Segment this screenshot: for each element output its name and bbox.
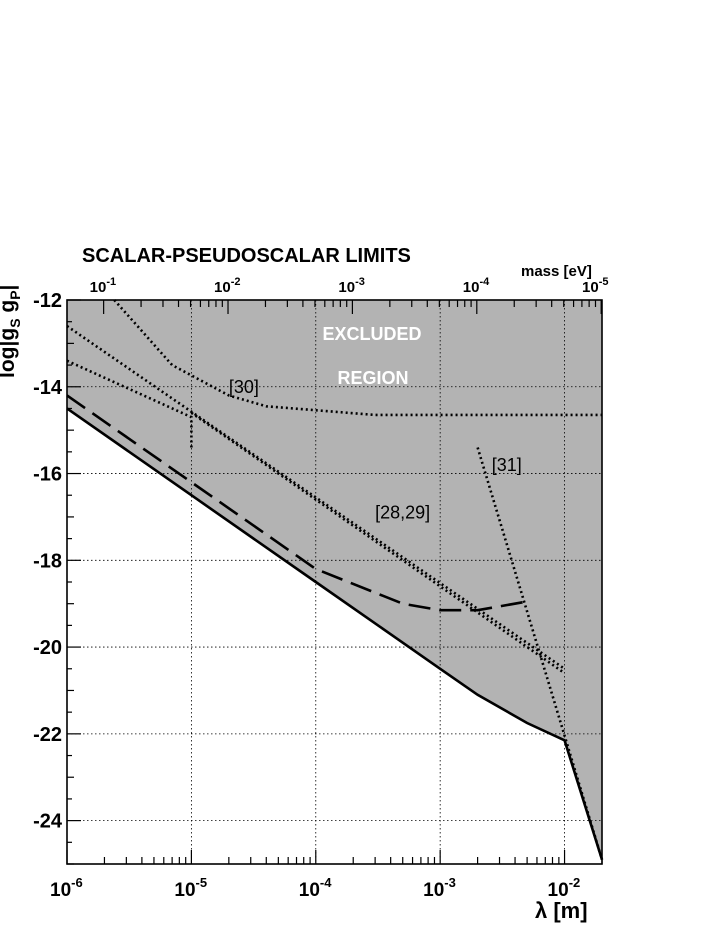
- series-line-dotted-3: [66, 359, 193, 448]
- series-line-dashed-1: [66, 394, 528, 612]
- top-tick-label: 10-2: [214, 276, 240, 296]
- excluded-region: [67, 300, 602, 860]
- grid-layer: [67, 300, 602, 864]
- x-axis-label: λ [m]: [535, 898, 588, 923]
- y-tick-label: -18: [33, 550, 62, 572]
- series-layer: [66, 299, 604, 861]
- series-line-solid-0: [66, 407, 604, 861]
- y-tick-label: -16: [33, 464, 62, 486]
- series-line-dotted-5: [476, 447, 604, 861]
- excluded-label-line-1: EXCLUDED: [322, 324, 421, 344]
- top-tick-label: 10-4: [463, 276, 490, 296]
- frame-layer: [66, 299, 603, 865]
- annotation-label: [30]: [229, 377, 259, 397]
- y-axis-label: log|gS gP|: [0, 285, 23, 378]
- y-tick-label: -14: [33, 377, 63, 399]
- series-line-dotted-3: [190, 411, 566, 675]
- y-tick-label: -20: [33, 637, 62, 659]
- annotation-label: [31]: [492, 455, 522, 475]
- x-tick-label: 10-6: [50, 875, 83, 901]
- chart-title: SCALAR-PSEUDOSCALAR LIMITS: [82, 245, 411, 267]
- annotation-layer: [30] [28,29] [31]: [229, 377, 522, 523]
- top-tick-label: 10-5: [582, 276, 608, 296]
- top-tick-label: 10-3: [338, 276, 364, 296]
- top-tick-label: 10-1: [90, 276, 116, 296]
- excluded-label-line-2: REGION: [337, 368, 408, 388]
- annotation-label: [28,29]: [375, 503, 430, 523]
- x-tick-label: 10-3: [423, 875, 456, 901]
- series-line-dotted-2: [113, 299, 602, 417]
- x-tick-label: 10-4: [299, 875, 332, 901]
- top-axis-label: mass [eV]: [521, 263, 592, 280]
- tick-label-layer: 10-6 10-5 10-4 10-3 10-2 -12 -14 -16 -18 -20 -22 -2…: [33, 276, 608, 901]
- y-tick-label: -22: [33, 724, 62, 746]
- y-tick-label: -24: [33, 811, 63, 833]
- series-line-dotted-4: [66, 324, 566, 670]
- y-tick-label: -12: [33, 290, 62, 312]
- x-tick-label: 10-5: [174, 875, 207, 901]
- x-tick-label: 10-2: [548, 875, 581, 901]
- excluded-region-layer: [67, 300, 602, 860]
